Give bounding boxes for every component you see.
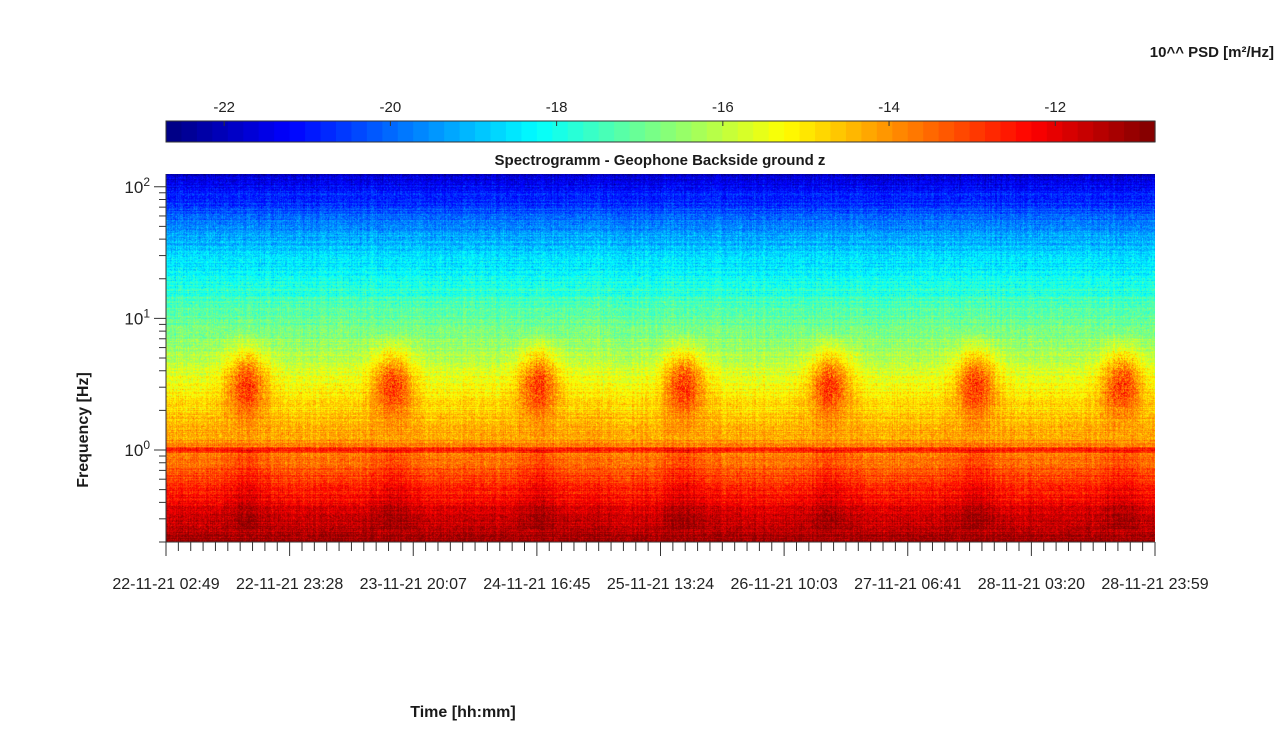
- x-tick-label: 27-11-21 06:41: [854, 576, 961, 593]
- colorbar-segment: [196, 121, 213, 142]
- colorbar-segment: [1062, 121, 1079, 142]
- colorbar-segment: [954, 121, 971, 142]
- colorbar-segment: [505, 121, 523, 142]
- colorbar-segment: [768, 121, 785, 142]
- colorbar-segment: [428, 121, 445, 142]
- x-axis-label: Time [hh:mm]: [410, 704, 515, 721]
- colorbar-segment: [938, 121, 955, 142]
- y-tick-label: 102: [124, 175, 150, 197]
- colorbar-tick-label: -16: [712, 99, 734, 116]
- colorbar-segment: [892, 121, 909, 142]
- colorbar-segment: [289, 121, 306, 142]
- colorbar-segment: [413, 121, 430, 142]
- colorbar-ticks: -22 -20 -18 -16 -14 -12: [213, 99, 1066, 126]
- colorbar-segment: [629, 121, 646, 142]
- colorbar-segment: [1000, 121, 1017, 142]
- colorbar-segment: [166, 121, 183, 142]
- colorbar-segment: [1124, 121, 1141, 142]
- colorbar-segment: [490, 121, 507, 142]
- colorbar: [165, 120, 1156, 143]
- colorbar-border: [165, 120, 1156, 143]
- colorbar-segment: [675, 121, 693, 142]
- colorbar-segment: [258, 121, 275, 142]
- colorbar-segment: [923, 121, 940, 142]
- colorbar-segment: [614, 121, 631, 142]
- x-tick-label: 22-11-21 02:49: [112, 576, 219, 593]
- colorbar-segment: [521, 121, 538, 142]
- colorbar-segment: [320, 121, 337, 142]
- x-axis-ticks: 22-11-21 02:49 22-11-21 23:28 23-11-21 20:…: [112, 542, 1209, 593]
- colorbar-segment: [444, 121, 461, 142]
- colorbar-segment: [351, 121, 368, 142]
- colorbar-segment: [784, 121, 801, 142]
- x-tick-label: 28-11-21 23:59: [1101, 576, 1208, 593]
- colorbar-segment: [645, 121, 662, 142]
- colorbar-segment: [799, 121, 816, 142]
- colorbar-segment: [861, 121, 878, 142]
- colorbar-segment: [1093, 121, 1110, 142]
- colorbar-segment: [181, 121, 198, 142]
- colorbar-segment: [985, 121, 1002, 142]
- colorbar-segment: [536, 121, 553, 142]
- colorbar-segment: [1046, 121, 1063, 142]
- y-tick-label: 101: [124, 306, 150, 328]
- y-tick-label: 100: [124, 438, 150, 460]
- colorbar-segment: [212, 121, 229, 142]
- colorbar-segment: [1031, 121, 1048, 142]
- colorbar-tick-label: -20: [380, 99, 402, 116]
- colorbar-segment: [830, 121, 847, 142]
- colorbar-segment: [459, 121, 476, 142]
- x-tick-label: 25-11-21 13:24: [607, 576, 714, 593]
- colorbar-label: 10^^ PSD [m²/Hz]: [1150, 44, 1274, 61]
- y-axis-label: Frequency [Hz]: [75, 372, 92, 488]
- colorbar-segment: [227, 121, 244, 142]
- colorbar-segment: [737, 121, 754, 142]
- colorbar-segment: [366, 121, 383, 142]
- colorbar-segment: [907, 121, 924, 142]
- colorbar-segment: [1015, 121, 1032, 142]
- colorbar-segment: [969, 121, 986, 142]
- x-tick-label: 24-11-21 16:45: [483, 576, 590, 593]
- colorbar-segment: [552, 121, 569, 142]
- spectrogram-heatmap: [166, 174, 1155, 542]
- colorbar-segment: [397, 121, 414, 142]
- colorbar-segment: [305, 121, 322, 142]
- colorbar-segment: [753, 121, 770, 142]
- x-tick-label: 23-11-21 20:07: [360, 576, 467, 593]
- colorbar-segment: [1108, 121, 1125, 142]
- colorbar-segment: [845, 121, 862, 142]
- colorbar-segment: [722, 121, 739, 142]
- colorbar-tick-label: -14: [878, 99, 900, 116]
- colorbar-segment: [382, 121, 399, 142]
- colorbar-segment: [691, 121, 708, 142]
- colorbar-segment: [876, 121, 893, 142]
- colorbar-segment: [815, 121, 832, 142]
- colorbar-segment: [567, 121, 584, 142]
- colorbar-segment: [274, 121, 291, 142]
- colorbar-segment: [706, 121, 723, 142]
- plot-area: [166, 174, 1155, 542]
- chart-title: Spectrogramm - Geophone Backside ground …: [495, 152, 826, 169]
- colorbar-segment: [335, 121, 353, 142]
- colorbar-segment: [583, 121, 600, 142]
- colorbar-segment: [475, 121, 492, 142]
- colorbar-segment: [660, 121, 677, 142]
- colorbar-tick-label: -12: [1044, 99, 1066, 116]
- colorbar-tick-label: -18: [546, 99, 568, 116]
- colorbar-segment: [1077, 121, 1094, 142]
- colorbar-tick-label: -22: [213, 99, 235, 116]
- x-tick-label: 28-11-21 03:20: [978, 576, 1085, 593]
- x-tick-label: 22-11-21 23:28: [236, 576, 343, 593]
- y-axis-ticks: 100 101 102: [124, 175, 166, 543]
- colorbar-segment: [1139, 121, 1156, 142]
- colorbar-segment: [243, 121, 260, 142]
- colorbar-segment: [598, 121, 615, 142]
- x-tick-label: 26-11-21 10:03: [730, 576, 837, 593]
